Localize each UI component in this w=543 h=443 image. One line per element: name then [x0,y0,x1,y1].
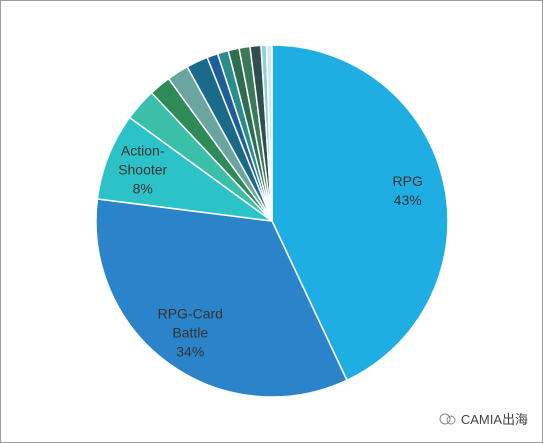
watermark-text: CAMIA出海 [460,412,528,427]
value-label: 43% [393,191,422,208]
pie-slice [95,198,348,398]
category: Action-Shooter [118,142,168,178]
watermark: CAMIA出海 [439,409,528,428]
slice-label: Action-Shooter 8% [107,141,179,198]
slice-label: RPG-Card Battle 34% [154,305,226,362]
pie-slice [265,44,273,222]
watermark-icon [439,413,456,424]
value-label: 8% [132,180,153,197]
category: RPG-Card Battle [157,305,223,341]
pie-slice [96,116,273,222]
value-label: 34% [176,343,205,360]
slice-label: RPG 43% [372,172,444,210]
pie-slice [271,44,449,382]
category: RPG [392,172,423,189]
